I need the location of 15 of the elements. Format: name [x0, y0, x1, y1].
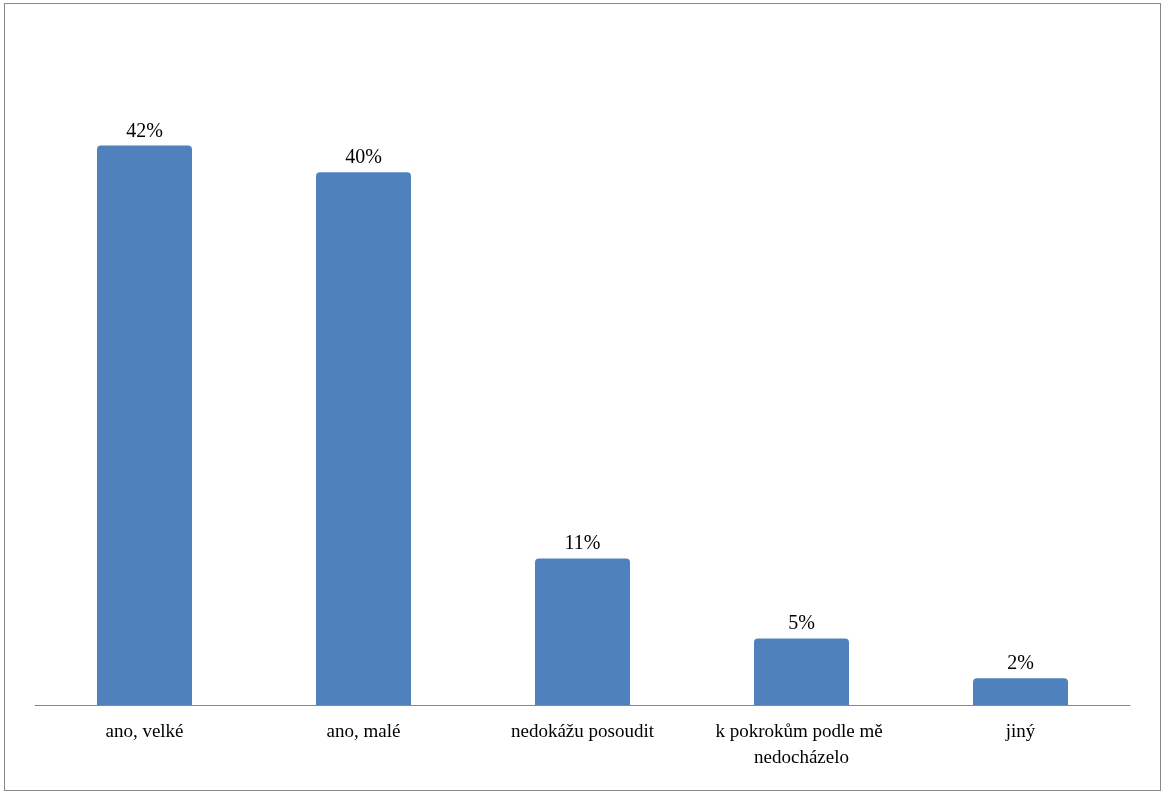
- x-tick-label: ano, malé: [326, 719, 401, 741]
- data-label: 5%: [788, 611, 815, 634]
- x-tick-label: nedokážu posoudit: [510, 719, 655, 741]
- x-tick-label: ano, velké: [105, 719, 184, 741]
- bar: [973, 678, 1068, 705]
- data-label: 2%: [1007, 651, 1034, 674]
- bar: [535, 558, 630, 705]
- x-tick-label: jiný: [1004, 719, 1036, 741]
- data-label: 40%: [345, 145, 382, 168]
- bar: [754, 638, 849, 705]
- x-tick-label: k pokrokům podle mě nedocházelo: [715, 719, 888, 767]
- data-label: 42%: [126, 118, 163, 141]
- bar: [97, 145, 192, 705]
- bar: [316, 172, 411, 705]
- data-label: 11%: [564, 531, 601, 554]
